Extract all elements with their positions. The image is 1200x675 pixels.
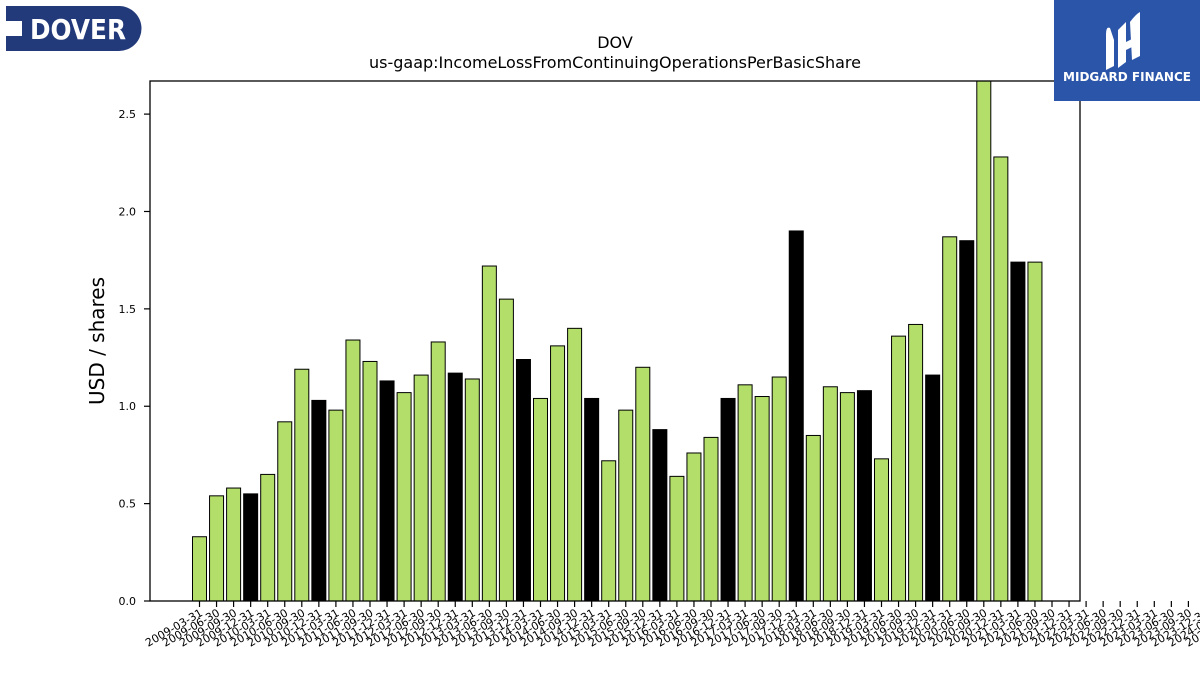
chart-title: DOV [597, 33, 633, 52]
bar [720, 397, 736, 602]
bar [209, 495, 225, 602]
bar [942, 236, 958, 602]
bar [754, 396, 770, 602]
bar [635, 366, 651, 602]
bar [771, 376, 787, 602]
bar [703, 436, 719, 602]
chart-subtitle: us-gaap:IncomeLossFromContinuingOperatio… [369, 53, 861, 72]
plot-frame [149, 80, 1081, 602]
bar [1010, 261, 1026, 602]
bar [584, 397, 600, 602]
bar [243, 493, 259, 602]
y-tick-label: 2.0 [119, 205, 137, 218]
bar [788, 230, 804, 602]
midgard-emblem-icon [1106, 12, 1140, 71]
bar [601, 460, 617, 602]
bar [277, 421, 293, 602]
bar [737, 384, 753, 602]
bar [805, 434, 821, 602]
y-tick-label: 0.5 [119, 498, 137, 511]
bar [652, 429, 668, 602]
bar [498, 298, 514, 602]
bar [874, 458, 889, 602]
bar [515, 359, 531, 602]
bar [447, 372, 463, 602]
bar [362, 360, 378, 602]
bar [413, 374, 429, 602]
bar [311, 399, 327, 602]
bar [328, 409, 344, 602]
bar [839, 392, 855, 602]
bar [379, 380, 395, 602]
midgard-logo-text: MIDGARD FINANCE [1063, 70, 1191, 84]
bar [618, 409, 634, 602]
bar [192, 536, 207, 602]
y-tick-label: 2.5 [119, 108, 137, 121]
bar [686, 452, 702, 602]
bar [481, 265, 497, 602]
bar [533, 397, 548, 602]
bar [430, 341, 446, 602]
dover-logo: DOVER [6, 6, 142, 51]
y-tick-label: 1.5 [119, 303, 137, 316]
midgard-finance-logo: MIDGARD FINANCE [1054, 0, 1200, 101]
bar [226, 487, 242, 602]
bar [908, 323, 924, 602]
bar [345, 339, 361, 602]
bar [993, 156, 1009, 602]
bar [822, 386, 838, 602]
bar [396, 392, 412, 602]
y-axis-label: USD / shares [85, 277, 109, 405]
bar [925, 374, 941, 602]
bar [1027, 261, 1043, 602]
bar [260, 473, 276, 602]
bar [294, 368, 310, 602]
bar [891, 335, 907, 602]
bar [669, 475, 685, 602]
y-tick-label: 0.0 [119, 595, 137, 608]
y-tick-label: 1.0 [119, 400, 137, 413]
dover-logo-text: DOVER [30, 13, 126, 46]
bar [856, 390, 872, 602]
bar [567, 327, 583, 602]
bar [464, 378, 480, 602]
bar [976, 80, 992, 602]
bar [959, 240, 975, 602]
bar [550, 345, 566, 602]
